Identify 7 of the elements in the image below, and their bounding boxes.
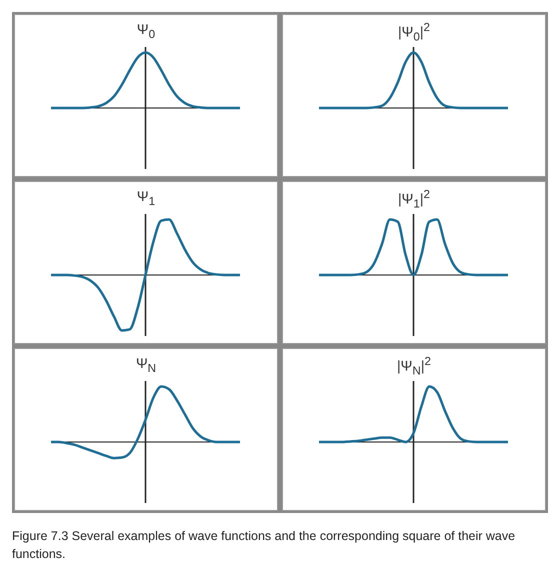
chart-title: |Ψ$_{0}$|$^{2}$ [397, 21, 431, 44]
chart-title: Ψ$_{1}$ [136, 188, 156, 208]
chart-title: |Ψ$_{1}$|$^{2}$ [397, 188, 431, 210]
caption: Figure 7.3 Several examples of wave functions and the corresponding square of their wave functions. [12, 528, 516, 563]
chart-title: Ψ$_{N}$ [134, 355, 158, 375]
chart-title: Ψ$_{0}$ [136, 21, 156, 41]
chart-title: |Ψ$_{N}$|$^{2}$ [396, 355, 432, 378]
